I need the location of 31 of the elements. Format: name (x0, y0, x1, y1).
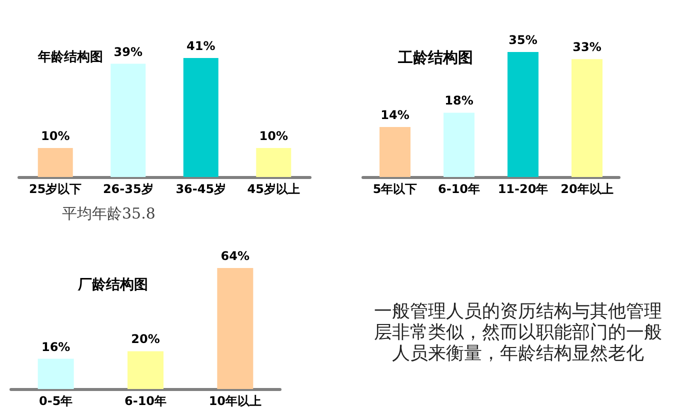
x-tick-label: 36-45岁 (176, 182, 226, 196)
x-tick-label: 6-10年 (124, 394, 167, 408)
data-label: 33% (572, 40, 602, 54)
bar (444, 112, 474, 177)
data-label: 20% (131, 332, 160, 346)
x-tick-label: 26-35岁 (102, 182, 154, 196)
data-label: 10% (41, 128, 70, 143)
bar (380, 127, 410, 177)
chart-title: 工龄结构图 (397, 48, 473, 66)
data-label: 14% (380, 108, 410, 122)
data-label: 35% (508, 33, 538, 47)
data-label: 18% (444, 94, 474, 108)
data-label: 64% (220, 249, 250, 263)
chart-title: 年龄结构图 (37, 50, 103, 65)
bar (508, 52, 538, 177)
x-tick-label: 25岁以下 (29, 182, 82, 196)
bar (572, 59, 602, 177)
data-label: 39% (114, 44, 142, 59)
x-tick-label: 11-20年 (498, 182, 548, 196)
x-tick-label: 20年以上 (560, 182, 614, 196)
text: 一般管理人员的资历结构与其他管理层非常类似，然而以职能部门的一般人员来衡量，年龄结构显然老化 (372, 301, 663, 364)
data-label: 10% (259, 128, 288, 143)
x-tick-label: 5年以下 (372, 182, 418, 196)
text: 厂龄结构图 (77, 277, 148, 293)
x-tick-label: 0-5年 (38, 394, 73, 408)
text: 平均年龄35.8 (62, 204, 156, 222)
x-tick-label: 10年以上 (208, 394, 262, 408)
data-label: 41% (186, 39, 216, 53)
data-label: 16% (41, 340, 70, 354)
x-tick-label: 6-10年 (438, 182, 480, 196)
x-tick-label: 45岁以上 (247, 182, 300, 196)
